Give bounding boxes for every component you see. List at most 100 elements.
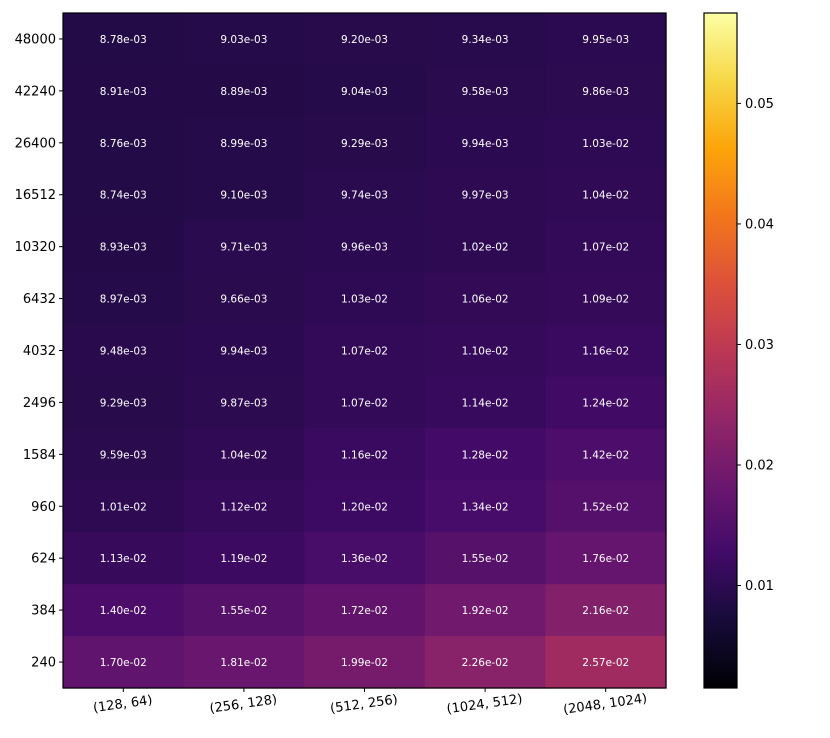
heatmap-cell: [183, 116, 305, 170]
cell-value-label: 9.95e-03: [582, 34, 629, 46]
heatmap-cell: [63, 480, 185, 533]
colorbar-tick-label: 0.03: [745, 338, 774, 353]
cell-value-label: 9.48e-03: [100, 346, 147, 358]
cell-value-label: 1.04e-02: [582, 190, 629, 202]
cell-value-label: 1.19e-02: [220, 553, 267, 565]
cell-value-label: 1.13e-02: [100, 553, 147, 565]
cell-value-label: 9.74e-03: [341, 190, 388, 202]
heatmap-cell: [63, 376, 185, 429]
heatmap-cell: [424, 480, 546, 533]
cell-value-label: 1.14e-02: [462, 397, 509, 409]
cell-value-label: 1.16e-02: [582, 346, 629, 358]
cell-value-label: 8.78e-03: [100, 34, 147, 46]
cell-value-label: 2.57e-02: [582, 657, 629, 669]
cell-value-label: 9.97e-03: [462, 190, 509, 202]
y-tick-label: 624: [31, 552, 56, 567]
heatmap-cell: [424, 324, 546, 378]
cell-value-label: 1.09e-02: [582, 294, 629, 306]
heatmap-cell: [424, 584, 546, 637]
cell-value-label: 9.71e-03: [220, 242, 267, 254]
cell-value-label: 1.01e-02: [100, 501, 147, 513]
cell-value-label: 1.36e-02: [341, 553, 388, 565]
cell-value-label: 9.94e-03: [220, 346, 267, 358]
heatmap-cell: [63, 636, 185, 689]
heatmap-cell: [183, 272, 305, 326]
heatmap-cell: [545, 324, 667, 378]
x-tick-label: (256, 128): [209, 692, 278, 716]
cell-value-label: 9.34e-03: [462, 34, 509, 46]
cell-value-label: 1.52e-02: [582, 501, 629, 513]
heatmap-cell: [545, 532, 667, 585]
heatmap-cell: [304, 428, 426, 481]
cell-value-label: 1.92e-02: [462, 605, 509, 617]
heatmap-cell: [304, 64, 426, 118]
cell-value-label: 1.20e-02: [341, 501, 388, 513]
heatmap-cell: [63, 428, 185, 481]
y-tick-label: 42240: [15, 84, 56, 99]
heatmap-cell: [424, 220, 546, 274]
cell-value-label: 1.42e-02: [582, 449, 629, 461]
heatmap-cells: [63, 13, 667, 689]
heatmap-cell: [63, 324, 185, 378]
y-tick-label: 960: [31, 500, 56, 515]
y-tick-label: 6432: [23, 292, 56, 307]
cell-value-label: 8.99e-03: [220, 138, 267, 150]
cell-value-label: 1.04e-02: [220, 449, 267, 461]
heatmap-cell: [183, 168, 305, 222]
heatmap-cell: [545, 64, 667, 118]
heatmap-cell: [545, 13, 667, 66]
heatmap-cell: [63, 584, 185, 637]
cell-value-label: 8.74e-03: [100, 190, 147, 202]
cell-value-label: 1.16e-02: [341, 449, 388, 461]
cell-value-label: 1.55e-02: [220, 605, 267, 617]
cell-value-label: 9.04e-03: [341, 86, 388, 98]
y-tick-label: 384: [31, 604, 56, 619]
cell-value-label: 9.66e-03: [220, 294, 267, 306]
cell-value-label: 9.59e-03: [100, 449, 147, 461]
heatmap-cell: [304, 168, 426, 222]
heatmap-cell: [545, 480, 667, 533]
cell-value-label: 9.58e-03: [462, 86, 509, 98]
cell-value-label: 1.12e-02: [220, 501, 267, 513]
cell-value-label: 2.26e-02: [462, 657, 509, 669]
heatmap-cell: [545, 116, 667, 170]
heatmap-cell: [63, 220, 185, 274]
cell-value-label: 8.91e-03: [100, 86, 147, 98]
cell-value-label: 1.02e-02: [462, 242, 509, 254]
heatmap-cell: [304, 376, 426, 429]
colorbar: [704, 13, 737, 688]
x-axis: (128, 64) (256, 128) (512, 256) (1024, 512)…: [92, 688, 648, 718]
cell-value-label: 9.87e-03: [220, 397, 267, 409]
heatmap-cell: [424, 428, 546, 481]
heatmap-cell-labels: 8.78e-03 9.03e-03 9.20e-03 9.34e-03 9.95e-03…: [100, 34, 629, 669]
heatmap-cell: [545, 376, 667, 429]
colorbar-tick-label: 0.01: [745, 579, 774, 594]
heatmap-cell: [63, 116, 185, 170]
cell-value-label: 9.03e-03: [220, 34, 267, 46]
cell-value-label: 9.86e-03: [582, 86, 629, 98]
x-tick-label: (512, 256): [329, 692, 398, 716]
cell-value-label: 1.03e-02: [582, 138, 629, 150]
heatmap-cell: [545, 428, 667, 481]
colorbar-axis: 0.01 0.02 0.03 0.04 0.05: [737, 97, 774, 594]
heatmap-cell: [424, 13, 546, 66]
heatmap-cell: [183, 428, 305, 481]
cell-value-label: 1.06e-02: [462, 294, 509, 306]
heatmap-cell: [63, 532, 185, 585]
cell-value-label: 1.10e-02: [462, 346, 509, 358]
heatmap-cell: [183, 480, 305, 533]
heatmap-cell: [183, 636, 305, 689]
y-tick-label: 16512: [15, 188, 56, 203]
cell-value-label: 9.20e-03: [341, 34, 388, 46]
heatmap-cell: [304, 636, 426, 689]
heatmap-cell: [304, 13, 426, 66]
heatmap-cell: [545, 584, 667, 637]
heatmap-cell: [183, 324, 305, 378]
cell-value-label: 1.07e-02: [582, 242, 629, 254]
heatmap-cell: [183, 220, 305, 274]
cell-value-label: 9.94e-03: [462, 138, 509, 150]
cell-value-label: 1.34e-02: [462, 501, 509, 513]
heatmap-cell: [63, 64, 185, 118]
heatmap-cell: [63, 13, 185, 66]
